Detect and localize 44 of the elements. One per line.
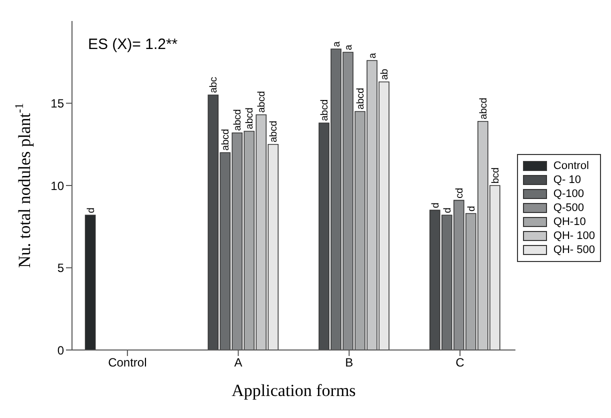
- data-label: a: [344, 44, 355, 50]
- legend-label: Control: [553, 160, 589, 172]
- legend-entry: Q-500: [523, 201, 595, 215]
- legend-entry: QH- 100: [523, 229, 595, 243]
- legend-entry: Q- 10: [523, 173, 595, 187]
- data-label: abcd: [268, 120, 280, 142]
- legend-label: Q-100: [553, 188, 584, 200]
- data-label: cd: [454, 188, 466, 198]
- legend-entry: Q-100: [523, 187, 595, 201]
- bar: [84, 214, 96, 350]
- x-axis-title: Application forms: [232, 381, 356, 400]
- data-label: abcd: [356, 88, 367, 110]
- legend-label: Q-500: [553, 202, 584, 214]
- annotation: ES (X)= 1.2**: [88, 36, 178, 53]
- legend-label: QH- 500: [553, 244, 595, 256]
- data-label: abcd: [232, 109, 244, 131]
- legend-entry: QH-10: [523, 215, 595, 229]
- legend-label: Q- 10: [553, 174, 581, 186]
- x-tick-label: C: [456, 356, 465, 370]
- data-label: abcd: [244, 108, 256, 130]
- x-tick-label: A: [234, 356, 242, 370]
- data-label: abcd: [220, 128, 232, 151]
- y-tick-label: 15: [50, 96, 64, 111]
- legend-label: QH-10: [553, 216, 586, 228]
- data-label: abcd: [478, 98, 490, 120]
- legend-label: QH- 100: [553, 230, 595, 242]
- data-label: abcd: [320, 99, 331, 121]
- data-label: bcd: [490, 167, 502, 184]
- x-tick-label: Control: [108, 356, 147, 370]
- y-tick-label: 5: [57, 261, 64, 276]
- data-label: abcd: [256, 91, 268, 113]
- data-label: a: [368, 52, 379, 58]
- data-label: abc: [208, 76, 220, 94]
- legend-entry: QH- 500: [523, 243, 595, 257]
- x-tick-label: B: [345, 356, 354, 370]
- data-label: ab: [380, 68, 391, 80]
- data-label: d: [86, 208, 97, 214]
- y-tick-label: 10: [50, 178, 64, 193]
- data-label: d: [430, 202, 442, 208]
- data-label: d: [442, 208, 454, 214]
- data-label: a: [332, 40, 343, 47]
- data-label: d: [466, 206, 478, 212]
- legend-entry: Control: [523, 159, 595, 173]
- y-tick-label: 0: [57, 343, 64, 358]
